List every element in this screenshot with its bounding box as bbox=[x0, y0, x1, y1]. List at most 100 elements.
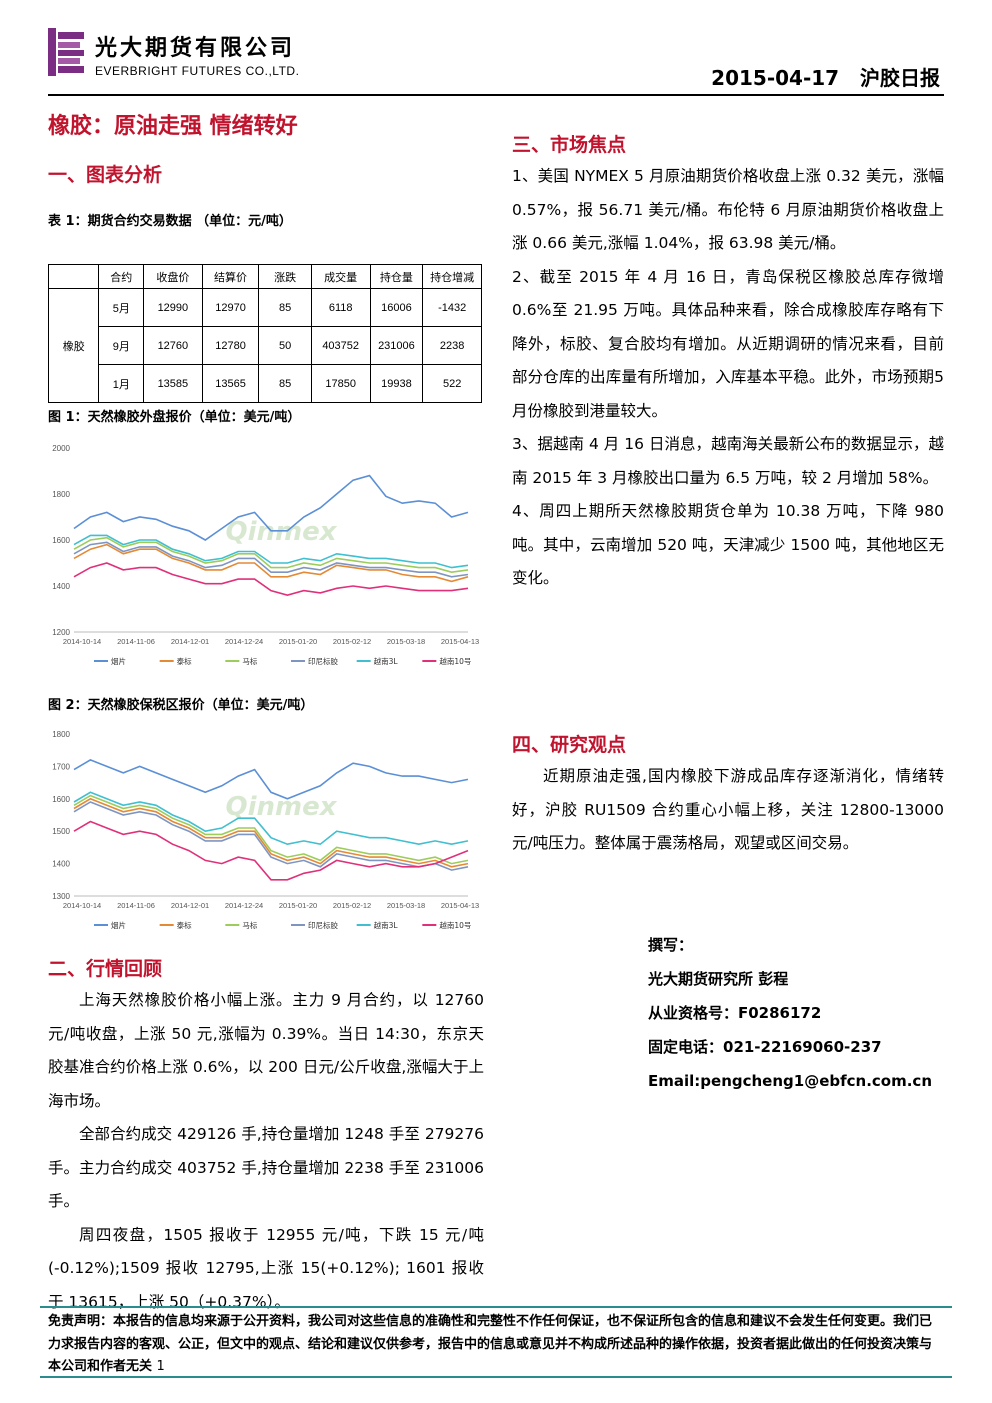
legend-label: 越南10号 bbox=[439, 920, 471, 930]
author-phone: 固定电话：021-22169060-237 bbox=[648, 1038, 882, 1056]
section3-body: 1、美国 NYMEX 5 月原油期货价格收盘上涨 0.32 美元，涨幅 0.57… bbox=[512, 160, 944, 596]
table-cell: -1432 bbox=[422, 288, 482, 327]
table-cell: 522 bbox=[422, 364, 482, 403]
y-tick-label: 1600 bbox=[52, 536, 70, 545]
x-tick-label: 2014-10-14 bbox=[63, 901, 101, 910]
table-cell: 6118 bbox=[310, 288, 371, 327]
x-tick-label: 2014-11-06 bbox=[117, 901, 155, 910]
disclaimer-text: 免责声明：本报告的信息均来源于公开资料，我公司对这些信息的准确性和完整性不作任何… bbox=[48, 1314, 933, 1374]
y-tick-label: 1800 bbox=[52, 490, 70, 499]
section3-paragraph: 1、美国 NYMEX 5 月原油期货价格收盘上涨 0.32 美元，涨幅 0.57… bbox=[512, 167, 944, 252]
table-cell: 12970 bbox=[201, 288, 260, 327]
table-cell: 2238 bbox=[422, 326, 482, 365]
series-line bbox=[73, 794, 469, 865]
legend-label: 印尼标胶 bbox=[308, 920, 338, 930]
x-tick-label: 2015-04-13 bbox=[441, 901, 479, 910]
report-date: 2015-04-17 bbox=[711, 66, 840, 90]
series-line bbox=[73, 474, 469, 541]
author-email[interactable]: Email:pengcheng1@ebfcn.com.cn bbox=[648, 1072, 933, 1090]
series-line bbox=[73, 562, 469, 597]
x-tick-label: 2014-12-01 bbox=[171, 637, 209, 646]
company-logo-icon bbox=[48, 28, 88, 76]
table-corner-cell bbox=[47, 264, 100, 289]
disclaimer-box: 免责声明：本报告的信息均来源于公开资料，我公司对这些信息的准确性和完整性不作任何… bbox=[40, 1306, 952, 1378]
th-close: 收盘价 bbox=[143, 264, 203, 289]
report-date-title: 2015-04-17 沪胶日报 bbox=[711, 62, 940, 91]
table-cell: 16006 bbox=[369, 288, 424, 327]
table-cell: 13565 bbox=[201, 364, 260, 403]
page-number: 1 bbox=[156, 1359, 165, 1374]
table-cell: 12780 bbox=[201, 326, 260, 365]
legend-label: 越南3L bbox=[374, 656, 399, 666]
legend-label: 烟片 bbox=[111, 656, 126, 666]
series-line bbox=[73, 759, 469, 800]
x-tick-label: 2015-03-18 bbox=[387, 637, 425, 646]
series-line bbox=[73, 801, 469, 871]
author-license: 从业资格号：F0286172 bbox=[648, 1004, 822, 1022]
section2-paragraph: 周四夜盘，1505 报收于 12955 元/吨，下跌 15 元/吨(-0.12%… bbox=[48, 1225, 484, 1311]
legend-label: 越南10号 bbox=[439, 656, 471, 666]
figure2-caption: 图 2：天然橡胶保税区报价（单位：美元/吨） bbox=[48, 698, 314, 713]
y-tick-label: 1400 bbox=[52, 582, 70, 591]
series-line bbox=[73, 543, 469, 583]
x-tick-label: 2015-04-13 bbox=[441, 637, 479, 646]
table-cell: 13585 bbox=[143, 364, 203, 403]
section3-paragraph: 4、周四上期所天然橡胶期货仓单为 10.38 万吨，下降 980 吨。其中，云南… bbox=[512, 502, 944, 587]
legend-label: 印尼标胶 bbox=[308, 656, 338, 666]
table-cell: 12990 bbox=[143, 288, 203, 327]
th-open-interest: 持仓量 bbox=[369, 264, 424, 289]
section2-paragraph: 全部合约成交 429126 手,持仓量增加 1248 手至 279276 手。主… bbox=[48, 1125, 484, 1210]
section4-body: 近期原油走强,国内橡胶下游成品库存逐渐消化，情绪转好，沪胶 RU1509 合约重… bbox=[512, 760, 944, 861]
author-org-name: 光大期货研究所 彭程 bbox=[648, 970, 789, 988]
table-cell: 403752 bbox=[310, 326, 371, 365]
legend-label: 烟片 bbox=[111, 920, 126, 930]
th-oi-change: 持仓增减 bbox=[422, 264, 482, 289]
series-line bbox=[73, 536, 469, 574]
trade-data-table: 合约 收盘价 结算价 涨跌 成交量 持仓量 持仓增减 橡胶 5月 12990 1… bbox=[47, 264, 482, 403]
author-block: 撰写： 光大期货研究所 彭程 从业资格号：F0286172 固定电话：021-2… bbox=[648, 928, 932, 1098]
th-volume: 成交量 bbox=[310, 264, 371, 289]
table-row: 9月 12760 12780 50 403752 231006 2238 bbox=[49, 326, 482, 365]
x-tick-label: 2014-12-01 bbox=[171, 901, 209, 910]
legend-label: 泰标 bbox=[177, 920, 192, 930]
legend-label: 越南3L bbox=[374, 920, 399, 930]
table-caption: 表 1：期货合约交易数据 （单位：元/吨） bbox=[48, 214, 292, 229]
table-cell: 231006 bbox=[369, 326, 424, 365]
series-line bbox=[73, 791, 469, 846]
chart-watermark: Qinmex bbox=[225, 517, 337, 547]
section3-heading: 三、市场焦点 bbox=[512, 134, 627, 156]
table-row: 橡胶 5月 12990 12970 85 6118 16006 -1432 bbox=[47, 288, 482, 403]
table-cell: 19938 bbox=[369, 364, 424, 403]
series-line bbox=[73, 797, 469, 868]
y-tick-label: 1700 bbox=[52, 762, 70, 771]
table-cell: 85 bbox=[258, 364, 312, 403]
x-tick-label: 2015-03-18 bbox=[387, 901, 425, 910]
y-tick-label: 2000 bbox=[52, 444, 70, 453]
page-title: 橡胶：原油走强 情绪转好 bbox=[48, 114, 298, 139]
series-line bbox=[73, 534, 469, 569]
x-tick-label: 2014-10-14 bbox=[63, 637, 101, 646]
th-contract: 合约 bbox=[98, 264, 145, 289]
legend-label: 马标 bbox=[242, 920, 257, 930]
table-cell: 5月 bbox=[98, 288, 145, 327]
x-tick-label: 2015-01-20 bbox=[279, 637, 317, 646]
series-line bbox=[73, 820, 469, 881]
y-tick-label: 1300 bbox=[52, 892, 70, 901]
x-tick-label: 2015-02-12 bbox=[333, 637, 371, 646]
table-cell: 85 bbox=[258, 288, 312, 327]
table-cell: 1月 bbox=[98, 364, 145, 403]
section2-heading: 二、行情回顾 bbox=[48, 958, 163, 980]
section3-paragraph: 3、据越南 4 月 16 日消息，越南海关最新公布的数据显示，越南 2015 年… bbox=[512, 435, 944, 487]
author-label: 撰写： bbox=[648, 936, 694, 954]
section3-paragraph: 2、截至 2015 年 4 月 16 日，青岛保税区橡胶总库存微增 0.6%至 … bbox=[512, 267, 944, 420]
company-name-en: EVERBRIGHT FUTURES CO.,LTD. bbox=[95, 64, 300, 78]
y-tick-label: 1400 bbox=[52, 860, 70, 869]
th-settle: 结算价 bbox=[201, 264, 260, 289]
x-tick-label: 2015-01-20 bbox=[279, 901, 317, 910]
table-row: 1月 13585 13565 85 17850 19938 522 bbox=[49, 364, 482, 403]
figure1-caption: 图 1：天然橡胶外盘报价（单位：美元/吨） bbox=[48, 410, 301, 425]
x-tick-label: 2014-12-24 bbox=[225, 637, 263, 646]
chart-bonded-quotes: 1800 1700 1600 1500 1400 1300 2014-10-14 2014-1… bbox=[44, 722, 484, 940]
table-cell: 9月 bbox=[98, 326, 145, 365]
y-tick-label: 1600 bbox=[52, 795, 70, 804]
